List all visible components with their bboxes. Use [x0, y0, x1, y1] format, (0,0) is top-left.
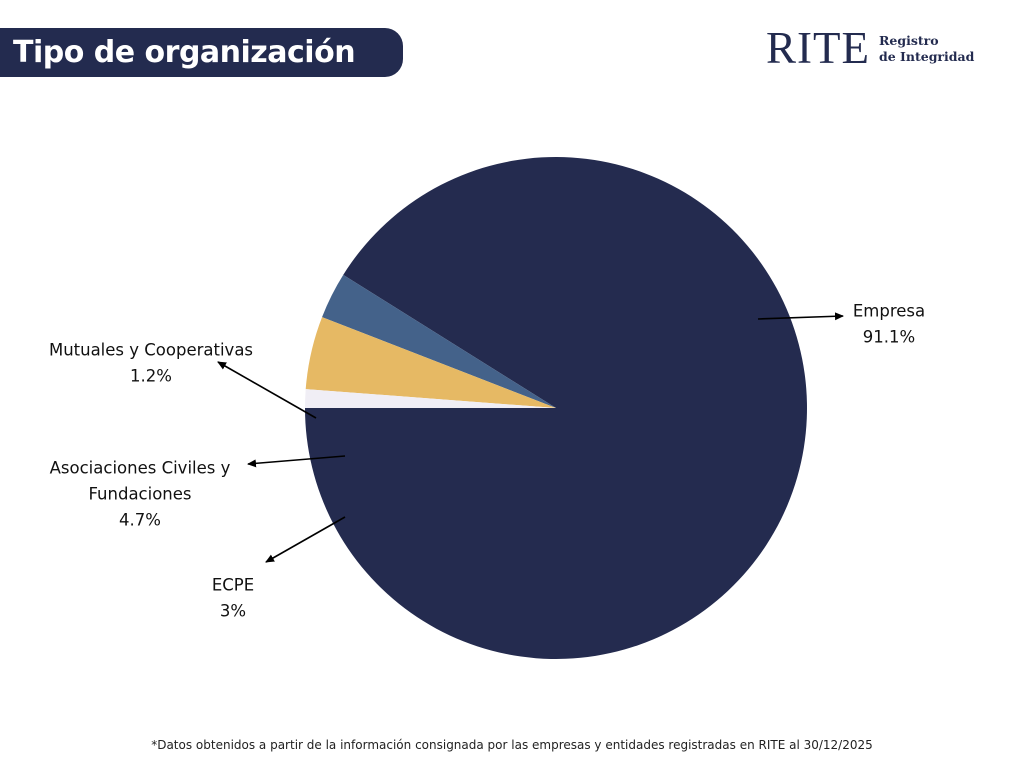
pie-slice-asociaciones-civiles-y-fundaciones	[305, 317, 556, 408]
slice-value-label: 4.7%	[119, 511, 161, 530]
pie-labels: Empresa 91.1% ECPE 3% Asociaciones Civiles y…	[49, 302, 925, 621]
slice-category-label: ECPE	[212, 576, 254, 595]
slice-value-label: 3%	[220, 602, 246, 621]
logo-subtitle-line1: Registro	[878, 32, 939, 48]
pie-slices	[305, 157, 807, 659]
callout-arrow	[247, 455, 346, 468]
slice-value-label: 1.2%	[130, 367, 172, 386]
pie-callouts	[217, 312, 844, 563]
callout-arrow	[757, 312, 844, 321]
slice-category-label: Mutuales y Cooperativas	[49, 341, 253, 360]
slice-value-label: 91.1%	[863, 328, 915, 347]
pie-slice-ecpe	[322, 274, 556, 408]
title-banner: Tipo de organización	[0, 28, 403, 77]
footnote: *Datos obtenidos a partir de la informac…	[151, 738, 873, 752]
rite-logo: RITE Registro de Integridad	[766, 26, 974, 71]
callout-arrow	[217, 361, 317, 419]
callout-arrow	[265, 516, 346, 563]
logo-subtitle: Registro de Integridad	[879, 33, 974, 64]
slice-category-label: Fundaciones	[88, 485, 191, 504]
page-title: Tipo de organización	[13, 35, 356, 70]
slice-category-label: Empresa	[853, 302, 925, 321]
logo-subtitle-line2: de Integridad	[878, 48, 975, 64]
slice-category-label: Asociaciones Civiles y	[50, 459, 231, 478]
logo-wordmark: RITE	[766, 23, 870, 73]
pie-slice-mutuales-y-cooperativas	[305, 389, 556, 408]
